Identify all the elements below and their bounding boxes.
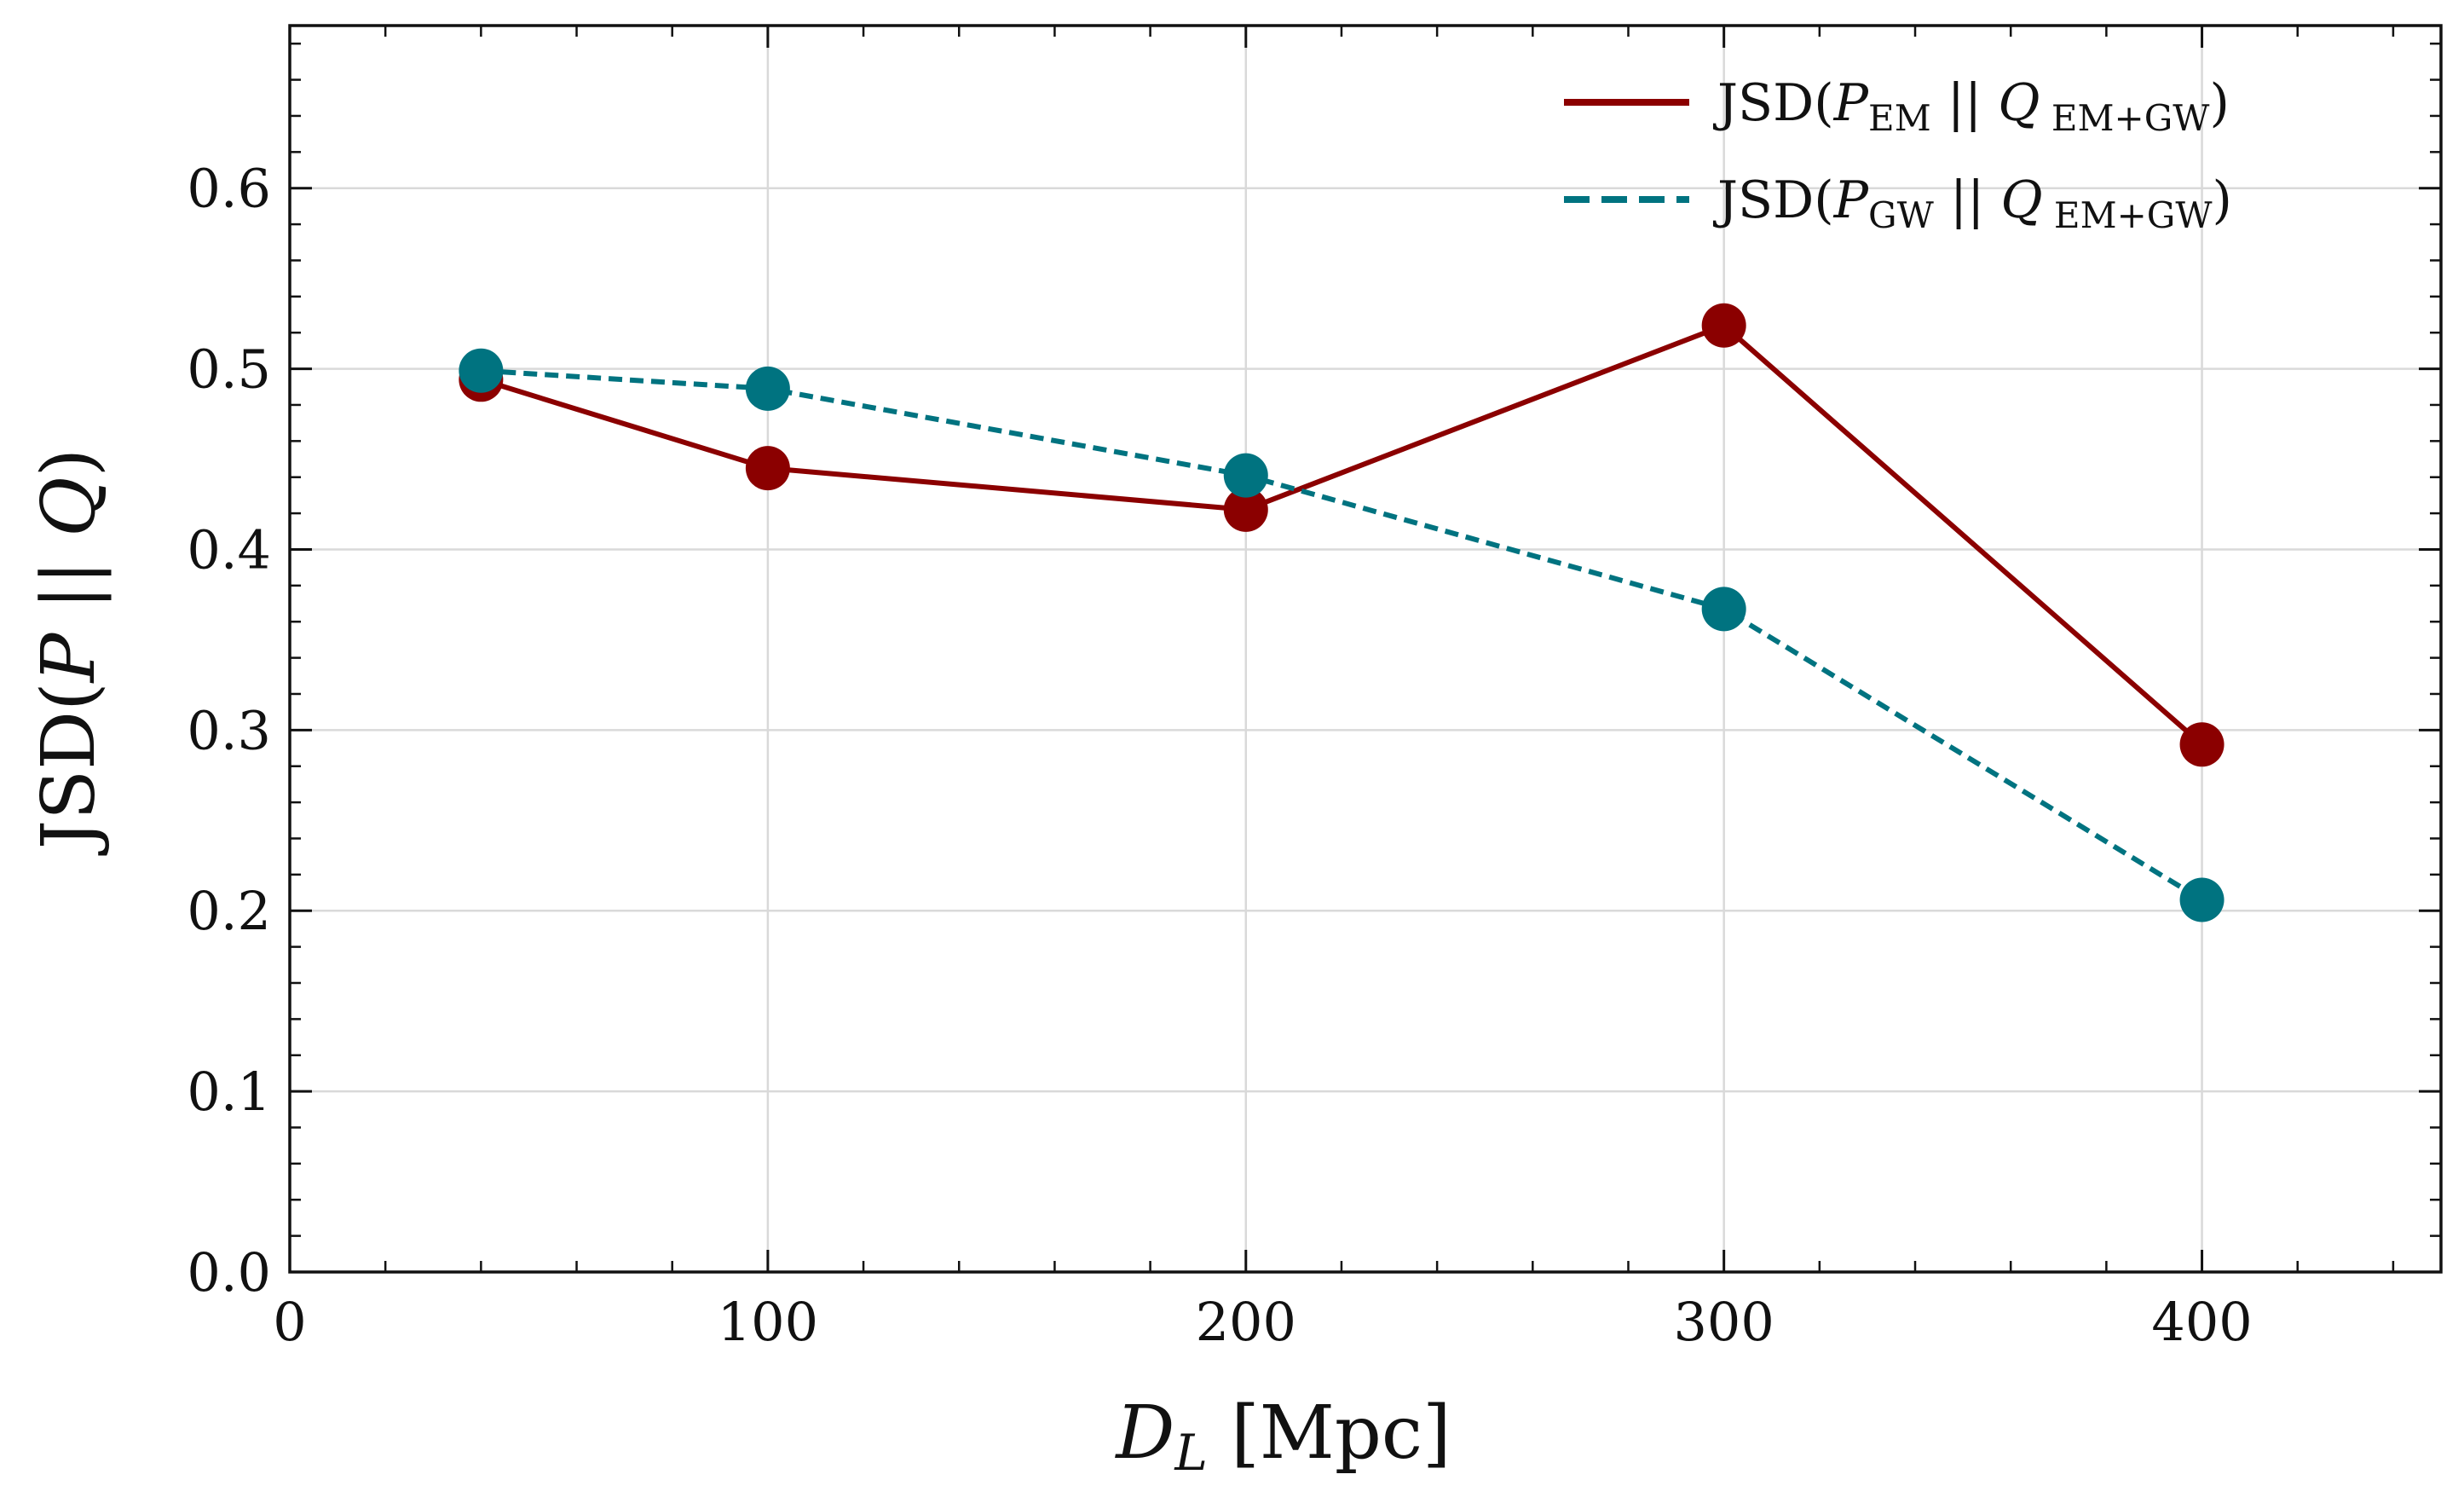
legend: JSD(PEM || Q EM+GW) JSD(PGW || Q EM+GW) [1564,73,2232,236]
y-tick-label: 0.6 [187,158,271,220]
series-markers [459,303,2225,922]
y-axis-label: JSD(P || Q) [26,448,112,856]
axis-tick-labels: 0 100 200 300 400 0.0 0.1 0.2 0.3 0.4 0.5 0.6 [187,158,2252,1353]
data-point-gw [1223,453,1268,498]
y-axis-label-prefix: JSD( [26,682,112,856]
legend-em-prefix: JSD( [1712,73,1834,133]
legend-label-gw: JSD(PGW || Q EM+GW) [1712,171,2232,236]
x-tick-label: 100 [718,1291,818,1353]
gridlines [288,26,2441,1274]
x-tick-label: 200 [1196,1291,1296,1353]
data-point-gw [1701,587,1746,632]
legend-label-em: JSD(PEM || Q EM+GW) [1712,73,2230,139]
x-tick-label: 400 [2151,1291,2252,1353]
data-point-em [1701,303,1746,348]
x-axis-label: DL [Mpc] [1114,1390,1451,1482]
y-tick-label: 0.0 [187,1241,271,1304]
legend-gw-prefix: JSD( [1712,171,1834,230]
legend-gw-p-subscript: GW [1868,194,1935,236]
legend-gw-q-subscript: EM+GW [2043,194,2213,236]
y-tick-label: 0.1 [187,1061,271,1123]
legend-em-p: P [1833,73,1870,133]
x-tick-label: 0 [273,1291,306,1353]
x-axis-label-unit: [Mpc] [1208,1390,1451,1476]
data-point-em [745,446,790,491]
legend-em-separator: || [1931,73,1999,133]
y-axis-label-suffix: ) [26,448,112,477]
y-axis-label-separator: || [26,537,112,633]
y-tick-label: 0.4 [187,518,271,581]
legend-gw-separator: || [1934,171,2001,230]
x-axis-label-symbol: D [1114,1390,1174,1476]
x-axis-label-subscript: L [1174,1424,1208,1482]
legend-entry-gw: JSD(PGW || Q EM+GW) [1564,171,2232,236]
legend-em-q: Q [1998,73,2040,133]
data-point-gw [745,366,790,411]
data-point-em [1223,487,1268,532]
legend-em-q-subscript: EM+GW [2040,97,2211,139]
y-tick-label: 0.3 [187,699,271,761]
legend-gw-suffix: ) [2213,171,2232,230]
legend-gw-p: P [1833,171,1870,230]
legend-entry-em: JSD(PEM || Q EM+GW) [1564,73,2230,139]
y-tick-label: 0.2 [187,880,271,942]
data-point-em [2179,722,2225,767]
legend-em-p-subscript: EM [1868,97,1931,139]
plot-frame [288,24,2443,1274]
y-tick-label: 0.5 [187,338,271,401]
x-tick-label: 300 [1673,1291,1774,1353]
legend-gw-q: Q [2000,171,2042,230]
axis-ticks [288,26,2441,1274]
data-point-gw [459,348,504,393]
y-axis-label-q: Q [26,477,112,537]
legend-em-suffix: ) [2209,73,2229,133]
y-axis-label-p: P [26,631,112,684]
data-point-gw [2179,877,2225,922]
